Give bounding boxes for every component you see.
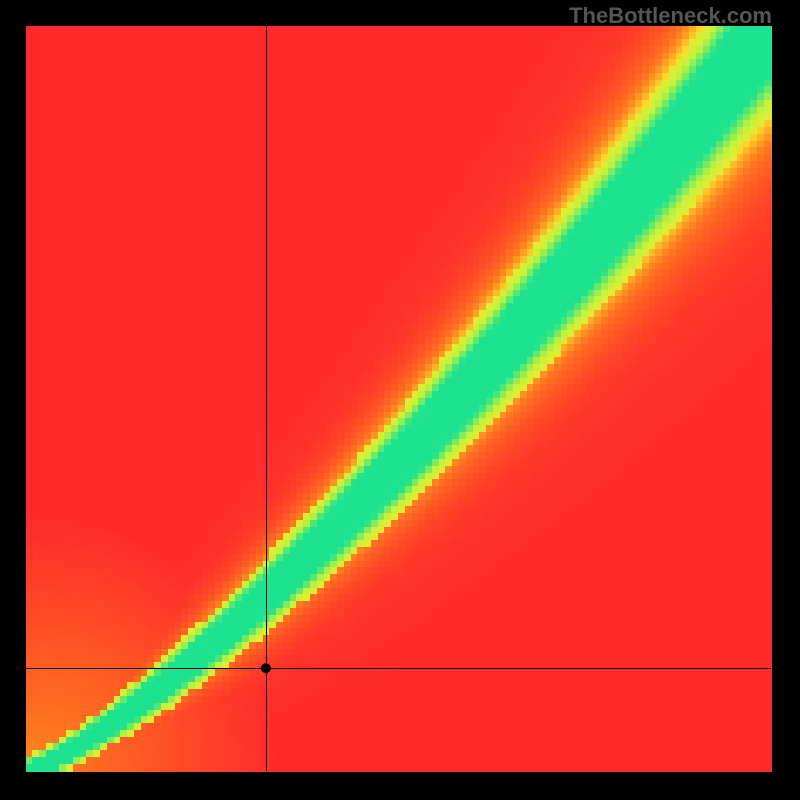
watermark-text: TheBottleneck.com — [569, 3, 772, 29]
chart-container: { "canvas": { "width": 800, "height": 80… — [0, 0, 800, 800]
bottleneck-heatmap — [0, 0, 800, 800]
